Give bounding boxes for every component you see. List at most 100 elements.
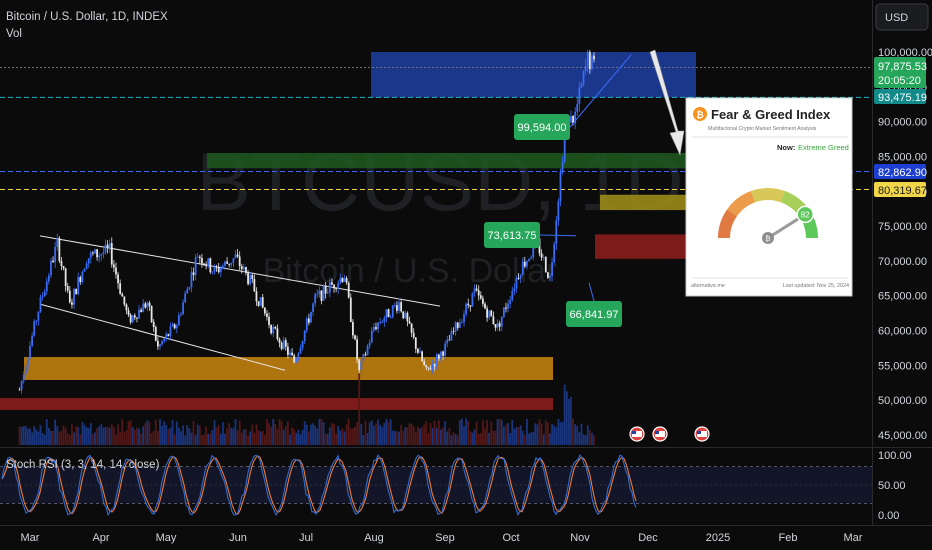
volume-bar bbox=[268, 423, 270, 445]
candle-body bbox=[582, 71, 585, 84]
stoch-tick: 0.00 bbox=[878, 510, 899, 522]
candle-body bbox=[226, 261, 228, 264]
volume-bar bbox=[448, 427, 451, 445]
volume-bar bbox=[175, 421, 178, 445]
candle-body bbox=[92, 252, 94, 254]
candle-body bbox=[175, 325, 178, 329]
bitcoin-logo-icon: ₿ bbox=[693, 107, 707, 121]
volume-bar bbox=[81, 421, 84, 445]
us-flag-icon[interactable] bbox=[629, 426, 645, 442]
candle-body bbox=[366, 345, 369, 355]
candle-body bbox=[320, 290, 323, 301]
price-tick: 55,000.00 bbox=[878, 360, 927, 372]
time-scale[interactable]: Mar Apr May Jun Jul Aug Sep Oct Nov Dec 2025 Feb Mar bbox=[21, 532, 863, 544]
volume-bar bbox=[133, 429, 136, 445]
volume-bar bbox=[150, 433, 153, 445]
candle-body bbox=[253, 279, 256, 292]
candle-body bbox=[190, 272, 193, 288]
callout-high[interactable]: 99,594.00 bbox=[514, 114, 570, 140]
volume-bar bbox=[266, 419, 268, 445]
volume-bar bbox=[152, 430, 155, 445]
candle-body bbox=[410, 323, 413, 333]
volume-bar bbox=[368, 422, 371, 445]
candle-body bbox=[337, 282, 340, 289]
candle-body bbox=[41, 296, 44, 298]
volume-bar bbox=[196, 424, 199, 445]
volume-bar bbox=[207, 434, 210, 445]
volume-bar bbox=[408, 423, 411, 445]
candle-body bbox=[125, 304, 128, 311]
volume-bar bbox=[146, 420, 149, 445]
volume-bar bbox=[484, 428, 486, 445]
candle-body bbox=[245, 267, 247, 273]
candle-body bbox=[343, 278, 346, 282]
price-tick: 100,000.00 bbox=[878, 47, 932, 59]
volume-bar bbox=[31, 432, 33, 445]
us-flag-icon[interactable] bbox=[694, 426, 710, 442]
volume-legend[interactable]: Vol bbox=[6, 28, 22, 40]
volume-bar bbox=[381, 427, 384, 445]
candle-body bbox=[521, 261, 524, 275]
candle-body bbox=[398, 302, 400, 311]
stoch-legend[interactable]: Stoch RSI (3, 3, 14, 14, close) bbox=[6, 459, 160, 471]
candle-body bbox=[452, 331, 455, 332]
time-tick: Feb bbox=[779, 532, 798, 544]
candle-body bbox=[461, 322, 463, 324]
candle-body bbox=[437, 354, 440, 359]
candle-body bbox=[20, 380, 23, 390]
candle-body bbox=[257, 301, 260, 306]
trend-lower bbox=[39, 303, 286, 371]
volume-bar bbox=[385, 418, 388, 445]
volume-bar bbox=[71, 424, 73, 445]
price-scale[interactable]: 100,000.0095,000.0090,000.0085,000.0080,… bbox=[878, 47, 932, 442]
candle-body bbox=[251, 275, 254, 280]
volume-bar bbox=[276, 428, 279, 445]
candle-body bbox=[136, 317, 138, 319]
gauge-value-text: 82 bbox=[801, 210, 810, 219]
volume-bar bbox=[255, 424, 258, 445]
candle-body bbox=[167, 334, 170, 336]
volume-bar bbox=[236, 430, 239, 445]
candle-body bbox=[391, 305, 394, 318]
volume-bar bbox=[157, 430, 159, 445]
candle-body bbox=[400, 302, 403, 312]
fg-subtitle: Multifactorial Crypto Market Sentiment A… bbox=[708, 126, 817, 132]
candle-body bbox=[505, 307, 507, 309]
candle-body bbox=[303, 330, 306, 341]
callout-mid[interactable]: 73,613.75 bbox=[484, 222, 540, 248]
callout-low[interactable]: 66,841.97 bbox=[566, 301, 622, 327]
volume-bar bbox=[387, 421, 390, 445]
candle-body bbox=[475, 288, 478, 291]
candle-body bbox=[572, 116, 574, 124]
candle-body bbox=[580, 83, 583, 88]
volume-bar bbox=[289, 434, 291, 445]
fg-now-value: Extreme Greed bbox=[798, 143, 849, 152]
candle-body bbox=[591, 55, 593, 70]
candle-body bbox=[440, 351, 442, 359]
candle-body bbox=[54, 246, 57, 263]
volume-bar bbox=[530, 432, 533, 445]
volume-bar bbox=[177, 427, 180, 445]
volume-bar bbox=[322, 422, 325, 445]
symbol-title[interactable]: Bitcoin / U.S. Dollar, 1D, INDEX bbox=[6, 11, 168, 23]
price-tag-countdown: 20:05:20 bbox=[878, 75, 921, 87]
volume-bar bbox=[423, 424, 426, 445]
price-tag-level-b: 82,862.90 bbox=[874, 164, 927, 179]
volume-bar bbox=[186, 424, 189, 445]
volume-bar bbox=[29, 428, 31, 445]
currency-button[interactable]: USD bbox=[875, 3, 929, 31]
event-flags[interactable] bbox=[629, 426, 710, 442]
volume-bar bbox=[35, 429, 38, 445]
candle-body bbox=[588, 52, 591, 70]
volume-bar bbox=[41, 433, 44, 445]
volume-bar bbox=[136, 427, 138, 445]
us-flag-icon[interactable] bbox=[652, 426, 668, 442]
candle-body bbox=[412, 332, 415, 338]
candle-body bbox=[110, 243, 113, 265]
candle-body bbox=[115, 267, 117, 275]
candle-body bbox=[421, 351, 423, 362]
candle-body bbox=[249, 275, 252, 285]
candle-body bbox=[402, 311, 405, 319]
